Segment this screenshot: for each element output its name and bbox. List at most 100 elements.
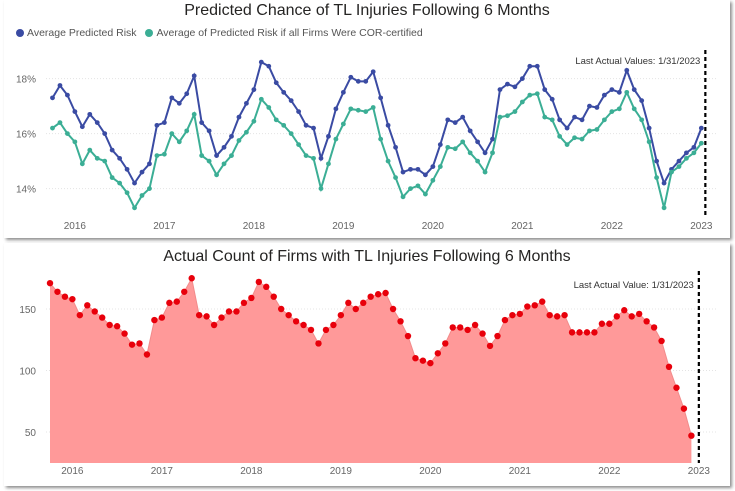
top-data-point [184,91,190,97]
top-data-point [176,100,182,106]
top-data-point [363,109,369,114]
bottom-data-point [449,324,456,331]
bottom-data-point [442,340,449,347]
top-x-tick-label: 2016 [64,221,87,232]
top-data-point [579,117,585,123]
top-data-point [87,111,93,117]
top-data-point [445,117,451,123]
bottom-data-point [345,299,352,307]
top-data-point [460,114,466,120]
legend-item-cor-certified-risk[interactable]: Average of Predicted Risk if all Firms W… [145,27,423,39]
bottom-y-tick-label: 100 [19,367,36,378]
bottom-data-point [225,308,233,315]
top-data-point [393,175,398,181]
bottom-data-point [84,302,91,309]
top-data-point [378,95,384,101]
bottom-data-point [46,279,54,287]
top-data-point [423,172,428,178]
bottom-data-point [285,311,292,319]
top-data-point [348,74,354,80]
top-data-point [199,120,205,125]
top-data-point [408,186,413,192]
top-data-point [646,139,652,145]
bottom-data-point [389,305,397,313]
top-data-point [490,150,495,156]
top-series-line-0 [51,60,703,186]
top-data-point [482,169,488,175]
top-data-point [221,144,227,150]
bottom-data-point [248,294,255,302]
bottom-y-tick-label: 50 [25,428,37,439]
bottom-data-point [688,432,695,439]
bottom-data-point [54,288,61,295]
bottom-data-point [76,311,84,319]
bottom-data-point [404,332,412,340]
bottom-x-tick-label: 2020 [419,466,442,477]
top-data-point [572,135,577,141]
top-data-point [124,166,130,172]
top-data-point [698,125,704,131]
top-x-tick-label: 2021 [511,221,534,232]
top-data-point [87,147,93,153]
top-data-point [229,133,234,139]
bottom-data-point [195,311,203,319]
bottom-data-point [143,351,151,358]
top-data-point [415,183,421,189]
top-data-point [355,107,361,113]
top-data-point [273,117,279,123]
bottom-data-point [91,308,98,315]
top-data-point [65,92,70,98]
top-data-point [519,99,525,105]
bottom-data-point [121,330,128,337]
top-last-actual-label: Last Actual Values: 1/31/2023 [575,56,700,67]
top-data-point [191,111,197,117]
top-data-point [303,153,309,159]
top-data-point [527,92,533,98]
bottom-data-point [181,288,188,295]
top-data-point [564,142,570,148]
top-data-point [423,191,428,197]
bottom-data-point [255,278,263,286]
bottom-data-point [352,305,359,313]
top-data-point [430,177,436,183]
top-data-point [497,87,503,92]
top-data-point [572,114,577,120]
top-data-point [161,151,167,157]
bottom-data-point [210,321,218,329]
top-data-point [296,109,302,114]
predicted-risk-panel: Predicted Chance of TL Injuries Followin… [4,0,730,238]
top-data-point [564,125,570,131]
top-data-point [475,139,481,145]
top-data-point [549,96,555,102]
bottom-data-point [591,329,598,336]
bottom-x-tick-label: 2017 [151,466,174,477]
top-data-point [534,91,540,97]
top-data-point [214,153,219,159]
top-data-point [408,166,413,172]
top-data-point [139,169,145,175]
top-data-point [303,122,309,128]
bottom-data-point [621,307,628,314]
top-data-point [72,109,78,114]
top-data-point [214,172,219,178]
top-data-point [176,139,182,145]
legend-item-average-predicted-risk[interactable]: Average Predicted Risk [16,27,137,39]
top-data-point [184,128,190,134]
top-data-point [79,161,85,167]
top-data-point [124,190,130,196]
bottom-data-point [650,324,658,331]
bottom-data-point [613,313,621,320]
bottom-data-point [524,303,531,310]
top-data-point [452,146,458,152]
top-data-point [490,136,495,142]
top-data-point [646,125,652,131]
top-x-tick-label: 2017 [153,221,176,232]
top-data-point [654,158,659,164]
top-data-point [601,92,607,98]
top-data-point [288,98,294,103]
bottom-last-actual-label: Last Actual Value: 1/31/2023 [574,280,694,291]
top-data-point [273,80,279,86]
bottom-data-point [292,318,300,325]
top-data-point [355,78,361,84]
bottom-data-point [151,316,158,324]
